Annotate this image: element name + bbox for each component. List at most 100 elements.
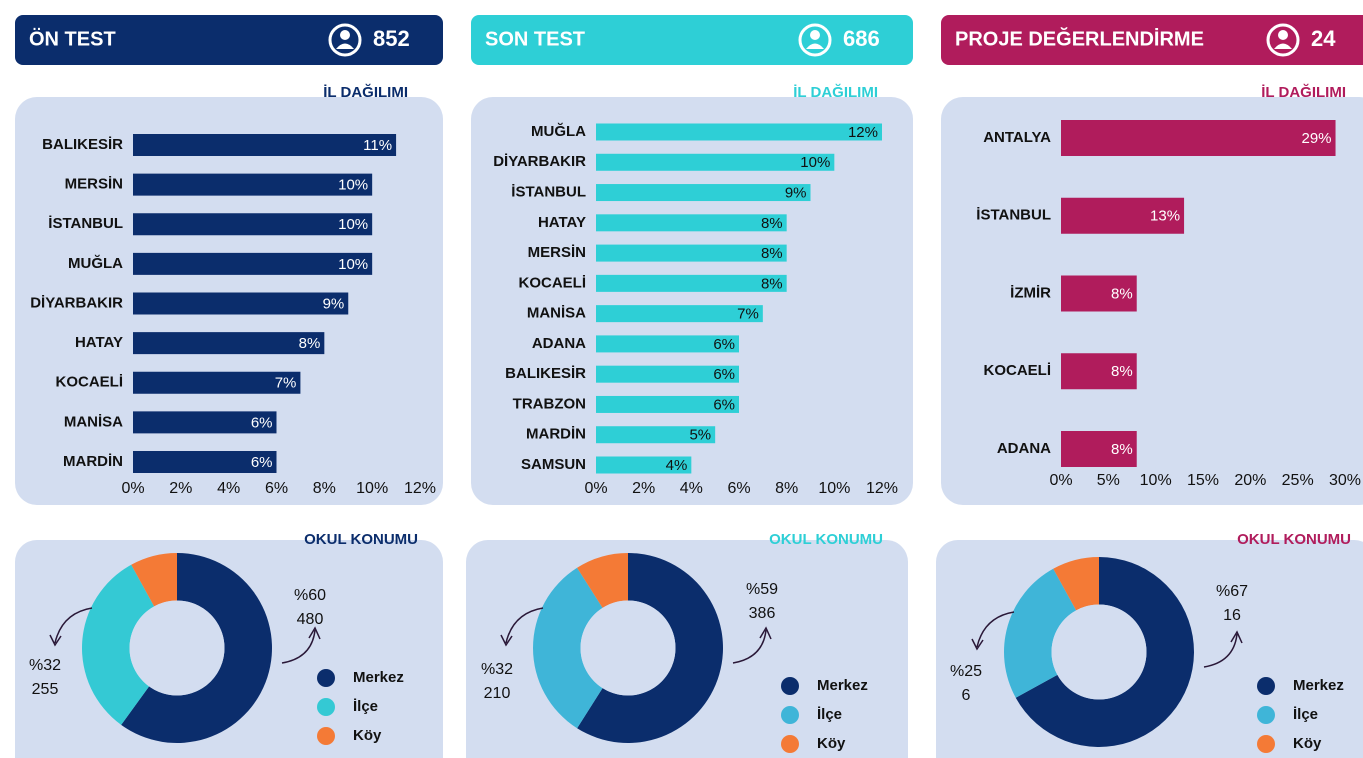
bar: [596, 365, 739, 383]
x-tick-label: 5%: [1097, 472, 1120, 489]
value-label: 8%: [1111, 285, 1133, 302]
category-label: MANİSA: [64, 413, 123, 430]
bar: [596, 214, 787, 232]
category-label: ADANA: [997, 440, 1051, 457]
arrow: [505, 607, 544, 644]
slice-percent: %60: [294, 587, 326, 604]
legend-label: Merkez: [1293, 677, 1344, 694]
slice-count: 210: [484, 685, 511, 702]
arrow-head: [500, 634, 513, 647]
value-label: 10%: [338, 216, 368, 233]
x-tick-label: 12%: [866, 480, 898, 497]
category-label: İSTANBUL: [976, 207, 1051, 224]
slice-percent: %32: [481, 661, 513, 678]
slice-percent: %32: [29, 657, 61, 674]
donut-slice: [1053, 557, 1099, 611]
value-label: 9%: [323, 295, 345, 312]
arrow-head: [759, 626, 772, 640]
donut-slice: [577, 553, 628, 608]
value-label: 13%: [1150, 208, 1180, 225]
category-label: MARDİN: [526, 426, 586, 443]
x-tick-label: 0%: [121, 480, 144, 497]
header-bar: [941, 15, 1363, 65]
bar: [133, 332, 325, 355]
category-label: İSTANBUL: [511, 184, 586, 201]
category-label: MERSİN: [528, 244, 586, 261]
x-tick-label: 0%: [584, 480, 607, 497]
slice-count: 6: [962, 687, 971, 704]
bar: [1061, 353, 1137, 390]
bar: [133, 292, 349, 315]
x-tick-label: 15%: [1187, 472, 1219, 489]
x-tick-label: 30%: [1329, 472, 1361, 489]
value-label: 10%: [338, 256, 368, 273]
category-label: DİYARBAKIR: [493, 153, 586, 170]
x-tick-label: 4%: [680, 480, 703, 497]
bar: [1061, 120, 1336, 156]
category-label: KOCAELİ: [984, 362, 1052, 379]
slice-count: 16: [1223, 607, 1241, 624]
category-label: İSTANBUL: [48, 215, 123, 232]
donut-hole: [1051, 604, 1147, 700]
value-label: 8%: [761, 275, 783, 292]
slice-percent: %59: [746, 581, 778, 598]
user-icon: [798, 23, 832, 57]
category-label: ADANA: [532, 335, 586, 352]
x-tick-label: 10%: [1140, 472, 1172, 489]
donut-slice: [577, 553, 723, 743]
bar: [596, 274, 787, 292]
category-label: İZMİR: [1010, 284, 1051, 301]
bar: [596, 395, 739, 413]
arrow: [1203, 633, 1238, 668]
legend-label: Köy: [1293, 735, 1322, 752]
x-tick-label: 8%: [313, 480, 336, 497]
value-label: 8%: [1111, 441, 1133, 458]
legend-label: İlçe: [817, 706, 842, 723]
category-label: KOCAELİ: [56, 374, 124, 391]
slice-count: 255: [32, 681, 59, 698]
arrow-head: [49, 634, 62, 647]
value-label: 29%: [1302, 130, 1332, 147]
value-label: 8%: [761, 245, 783, 262]
donut-hole: [580, 600, 676, 696]
value-label: 12%: [848, 124, 878, 141]
bar: [596, 184, 811, 202]
value-label: 4%: [666, 457, 688, 474]
value-label: 11%: [363, 137, 392, 154]
chart-title: OKUL KONUMU: [1237, 531, 1351, 548]
value-label: 5%: [689, 427, 711, 444]
arrow: [732, 629, 767, 664]
value-label: 6%: [251, 414, 273, 431]
bar: [596, 123, 882, 141]
category-label: ANTALYA: [983, 129, 1051, 146]
category-label: TRABZON: [513, 395, 586, 412]
user-icon: [1266, 23, 1300, 57]
bar: [596, 153, 835, 171]
bar: [596, 426, 716, 444]
legend-label: İlçe: [1293, 706, 1318, 723]
category-label: MARDİN: [63, 453, 123, 470]
x-tick-label: 20%: [1234, 472, 1266, 489]
slice-percent: %67: [1216, 583, 1248, 600]
legend-swatch: [781, 735, 799, 753]
x-tick-label: 12%: [404, 480, 436, 497]
category-label: MERSİN: [65, 176, 123, 193]
category-label: HATAY: [75, 334, 123, 351]
header-count: 686: [843, 26, 880, 51]
category-label: MUĞLA: [68, 254, 123, 272]
header-bar: [471, 15, 913, 65]
legend-swatch: [781, 706, 799, 724]
bar: [596, 335, 739, 353]
arrow-head: [308, 626, 321, 640]
arrow: [54, 607, 93, 644]
slice-count: 386: [749, 605, 776, 622]
header-title: PROJE DEĞERLENDİRME: [955, 26, 1204, 50]
donut-slice: [81, 564, 155, 725]
bar: [596, 305, 763, 323]
donut-slice: [121, 553, 272, 744]
legend-label: Merkez: [353, 669, 404, 686]
value-label: 7%: [737, 306, 759, 323]
category-label: BALIKESİR: [42, 136, 123, 153]
